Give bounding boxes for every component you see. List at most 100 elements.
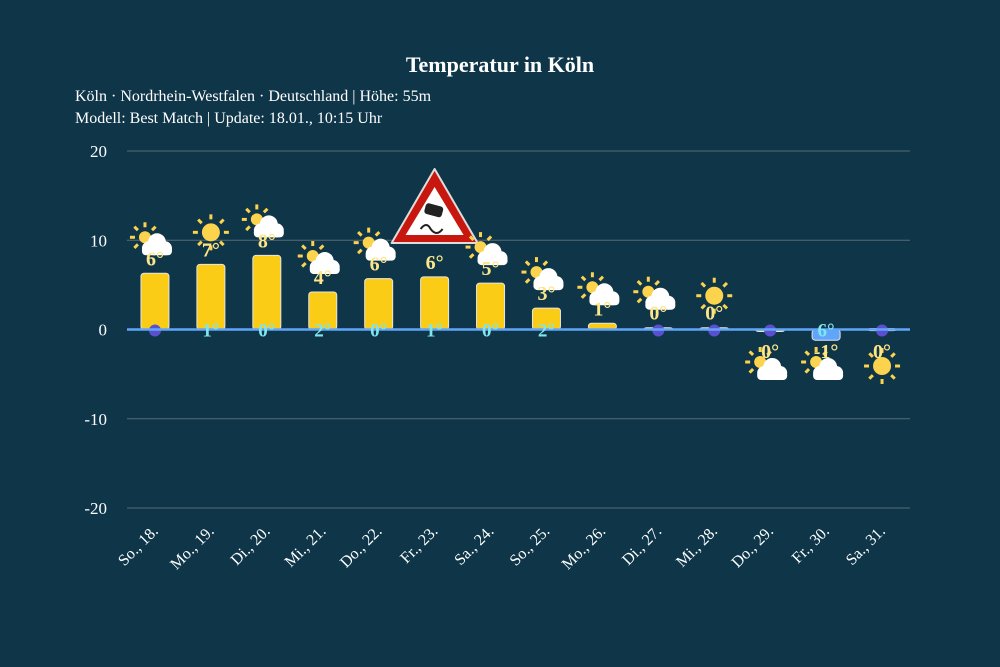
x-tick-label: Fr., 23. <box>397 523 441 567</box>
min-temp-label: 2° <box>538 321 555 342</box>
sun-ray <box>748 368 755 374</box>
y-tick-label: 10 <box>90 231 107 250</box>
sun-icon <box>192 214 229 251</box>
sun-ray <box>804 368 811 374</box>
sun-icon <box>306 250 319 263</box>
sun-ray <box>700 281 707 288</box>
sun-ray <box>262 207 269 214</box>
cloud-part <box>365 251 396 261</box>
cloud-icon <box>645 287 676 310</box>
sun-ray <box>486 235 493 242</box>
sun-ray <box>748 350 755 356</box>
min-temp-label: 0° <box>258 321 275 342</box>
sun-icon <box>530 266 543 279</box>
sun-ray <box>468 253 475 259</box>
sun-ray <box>580 275 587 282</box>
sun-ray <box>197 218 203 225</box>
max-temp-label: 6° <box>426 252 444 274</box>
cloud-part <box>645 300 676 310</box>
y-tick-label: -20 <box>84 499 107 518</box>
cloud-part <box>589 296 620 306</box>
y-tick-label: 0 <box>99 321 108 340</box>
sun-ray <box>580 293 587 299</box>
temperature-bar <box>140 272 170 330</box>
min-temp-label: 1° <box>202 321 219 342</box>
sun-ray <box>150 225 157 232</box>
cloud-part <box>757 371 788 380</box>
sun-icon <box>586 281 599 294</box>
cloud-icon <box>533 268 564 291</box>
sun-ray <box>722 281 729 288</box>
cloud-icon <box>309 252 340 275</box>
sun-cloud-icon <box>521 257 564 291</box>
sun-cloud-icon <box>577 272 620 306</box>
sun-ray <box>524 278 531 284</box>
sun-ray <box>468 235 475 242</box>
sun-cloud-icon <box>801 347 844 380</box>
cloud-part <box>813 371 844 380</box>
x-tick-label: Do., 29. <box>729 523 777 571</box>
chart-title: Temperatur in Köln <box>405 52 595 77</box>
max-temp-label: 4° <box>314 267 332 289</box>
sun-icon <box>696 277 733 314</box>
max-temp-label: 6° <box>370 254 388 276</box>
sun-ray <box>722 303 729 310</box>
max-temp-label: 1° <box>593 298 611 320</box>
cloud-part <box>533 281 564 291</box>
slippery-road-warning-icon <box>390 168 479 244</box>
x-tick-label: Di., 27. <box>619 523 665 569</box>
sun-icon <box>250 213 263 226</box>
sun-icon <box>754 356 767 368</box>
temperature-bar <box>252 254 282 330</box>
location-subtitle: Köln · Nordrhein-Westfalen · Deutschland… <box>75 88 432 105</box>
max-temp-label: 0° <box>761 341 779 363</box>
sun-icon <box>810 356 823 368</box>
sun-ray <box>357 230 363 237</box>
max-temp-label: 0° <box>649 303 667 325</box>
sun-cloud-icon <box>465 232 508 266</box>
cloud-part <box>141 246 172 256</box>
sun-cloud-icon <box>297 241 340 275</box>
y-tick-label: 20 <box>90 142 107 161</box>
max-temp-label: 7° <box>202 239 220 261</box>
x-tick-label: So., 18. <box>115 523 162 570</box>
x-tick-label: Mo., 26. <box>559 523 609 573</box>
sun-ray <box>890 352 896 358</box>
x-tick-label: Sa., 24. <box>451 523 497 569</box>
sun-ray <box>301 262 307 268</box>
sun-ray <box>542 260 549 267</box>
sun-cloud-icon <box>129 222 172 256</box>
sun-icon <box>705 286 724 305</box>
sun-icon <box>873 357 892 375</box>
max-temp-label: 6° <box>146 248 164 270</box>
cloud-icon <box>477 243 508 266</box>
model-subtitle: Modell: Best Match | Update: 18.01., 10:… <box>75 110 383 127</box>
sun-cloud-icon <box>353 227 396 261</box>
skid-marks <box>419 224 444 234</box>
sun-ray <box>598 275 605 282</box>
cloud-icon <box>141 233 172 256</box>
sun-ray <box>374 230 381 237</box>
sun-ray <box>318 244 325 251</box>
y-tick-label: -10 <box>84 410 107 429</box>
max-temp-label: 0° <box>705 303 723 325</box>
sun-ray <box>700 303 707 310</box>
sun-ray <box>868 374 874 380</box>
sun-icon <box>642 285 655 298</box>
cloud-icon <box>757 358 788 380</box>
min-temp-label: 0° <box>482 321 499 342</box>
x-tick-label: Mo., 19. <box>167 523 217 573</box>
sun-ray <box>301 244 307 251</box>
max-temp-label: 5° <box>482 258 500 280</box>
cloud-part <box>477 256 508 266</box>
sun-ray <box>636 280 643 286</box>
sun-icon <box>201 223 220 242</box>
sun-icon <box>474 241 487 254</box>
cloud-icon <box>589 283 620 306</box>
sun-ray <box>219 240 225 247</box>
cloud-part <box>253 228 284 238</box>
x-tick-label: Mi., 21. <box>282 523 330 571</box>
cloud-icon <box>365 238 396 261</box>
sun-ray <box>133 225 139 232</box>
